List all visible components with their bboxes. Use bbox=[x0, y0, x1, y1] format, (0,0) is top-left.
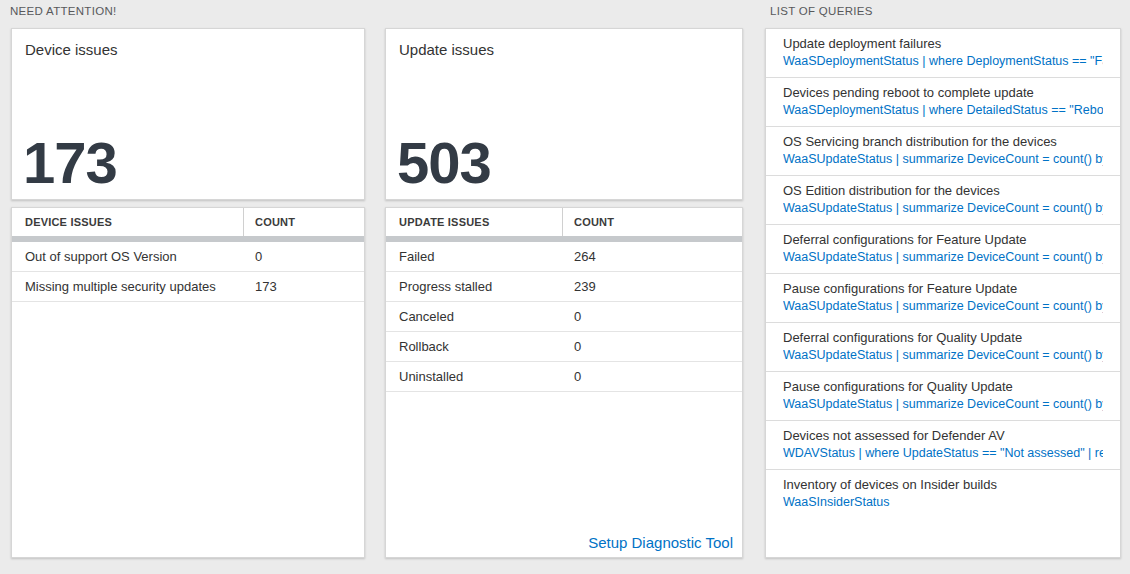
table-row[interactable]: Progress stalled 239 bbox=[386, 272, 742, 302]
issue-label: Rollback bbox=[386, 339, 563, 354]
query-title: Update deployment failures bbox=[783, 35, 1103, 53]
query-text: WaaSUpdateStatus | summarize DeviceCount… bbox=[783, 298, 1103, 315]
query-text: WaaSUpdateStatus | summarize DeviceCount… bbox=[783, 200, 1103, 217]
table-row[interactable]: Missing multiple security updates 173 bbox=[12, 272, 364, 302]
device-issues-column-header: DEVICE ISSUES bbox=[12, 208, 244, 236]
device-issues-table-header: DEVICE ISSUES COUNT bbox=[12, 208, 364, 236]
query-item[interactable]: Update deployment failures WaaSDeploymen… bbox=[766, 29, 1120, 78]
query-title: Pause configurations for Feature Update bbox=[783, 280, 1103, 298]
table-row[interactable]: Uninstalled 0 bbox=[386, 362, 742, 392]
query-text: WaaSUpdateStatus | summarize DeviceCount… bbox=[783, 347, 1103, 364]
update-issues-table-card: UPDATE ISSUES COUNT Failed 264 Progress … bbox=[385, 207, 743, 558]
query-item[interactable]: Devices not assessed for Defender AV WDA… bbox=[766, 421, 1120, 470]
query-title: Deferral configurations for Quality Upda… bbox=[783, 329, 1103, 347]
list-of-queries-heading: LIST OF QUERIES bbox=[770, 5, 873, 17]
issue-label: Missing multiple security updates bbox=[12, 279, 244, 294]
query-text: WaaSDeploymentStatus | where DetailedSta… bbox=[783, 102, 1103, 119]
update-issues-column-header: UPDATE ISSUES bbox=[386, 208, 563, 236]
issue-label: Canceled bbox=[386, 309, 563, 324]
query-title: Pause configurations for Quality Update bbox=[783, 378, 1103, 396]
issue-count: 173 bbox=[244, 279, 364, 294]
update-issues-card[interactable]: Update issues 503 bbox=[385, 28, 743, 200]
update-issues-table-header: UPDATE ISSUES COUNT bbox=[386, 208, 742, 236]
device-issues-card[interactable]: Device issues 173 bbox=[11, 28, 365, 200]
query-text: WaaSUpdateStatus | summarize DeviceCount… bbox=[783, 151, 1103, 168]
query-title: Inventory of devices on Insider builds bbox=[783, 476, 1103, 494]
query-item[interactable]: Devices pending reboot to complete updat… bbox=[766, 78, 1120, 127]
query-item[interactable]: OS Servicing branch distribution for the… bbox=[766, 127, 1120, 176]
device-issues-table-card: DEVICE ISSUES COUNT Out of support OS Ve… bbox=[11, 207, 365, 558]
query-item[interactable]: Pause configurations for Feature Update … bbox=[766, 274, 1120, 323]
query-title: Deferral configurations for Feature Upda… bbox=[783, 231, 1103, 249]
query-item[interactable]: Inventory of devices on Insider builds W… bbox=[766, 470, 1120, 518]
issue-count: 0 bbox=[563, 309, 742, 324]
query-text: WaaSUpdateStatus | summarize DeviceCount… bbox=[783, 396, 1103, 413]
query-list-panel: Update deployment failures WaaSDeploymen… bbox=[765, 28, 1121, 558]
issue-count: 0 bbox=[563, 369, 742, 384]
issue-label: Progress stalled bbox=[386, 279, 563, 294]
table-row[interactable]: Rollback 0 bbox=[386, 332, 742, 362]
query-title: Devices pending reboot to complete updat… bbox=[783, 84, 1103, 102]
query-text: WaaSDeploymentStatus | where DeploymentS… bbox=[783, 53, 1103, 70]
query-title: OS Servicing branch distribution for the… bbox=[783, 133, 1103, 151]
query-text: WaaSInsiderStatus bbox=[783, 494, 1103, 511]
query-item[interactable]: OS Edition distribution for the devices … bbox=[766, 176, 1120, 225]
query-title: OS Edition distribution for the devices bbox=[783, 182, 1103, 200]
setup-diagnostic-tool-link[interactable]: Setup Diagnostic Tool bbox=[588, 534, 733, 551]
device-issues-count: 173 bbox=[23, 131, 117, 195]
issue-count: 0 bbox=[244, 249, 364, 264]
table-row[interactable]: Out of support OS Version 0 bbox=[12, 242, 364, 272]
table-row[interactable]: Failed 264 bbox=[386, 242, 742, 272]
issue-label: Failed bbox=[386, 249, 563, 264]
query-item[interactable]: Pause configurations for Quality Update … bbox=[766, 372, 1120, 421]
query-item[interactable]: Deferral configurations for Feature Upda… bbox=[766, 225, 1120, 274]
query-item[interactable]: Deferral configurations for Quality Upda… bbox=[766, 323, 1120, 372]
query-text: WDAVStatus | where UpdateStatus == "Not … bbox=[783, 445, 1103, 462]
issue-label: Out of support OS Version bbox=[12, 249, 244, 264]
issue-count: 264 bbox=[563, 249, 742, 264]
query-text: WaaSUpdateStatus | summarize DeviceCount… bbox=[783, 249, 1103, 266]
issue-label: Uninstalled bbox=[386, 369, 563, 384]
update-compliance-dashboard: NEED ATTENTION! LIST OF QUERIES Device i… bbox=[0, 0, 1130, 574]
query-title: Devices not assessed for Defender AV bbox=[783, 427, 1103, 445]
update-issues-count: 503 bbox=[397, 131, 491, 195]
count-column-header: COUNT bbox=[563, 208, 742, 236]
table-row[interactable]: Canceled 0 bbox=[386, 302, 742, 332]
device-issues-title: Device issues bbox=[25, 41, 118, 58]
need-attention-heading: NEED ATTENTION! bbox=[10, 5, 117, 17]
update-issues-title: Update issues bbox=[399, 41, 494, 58]
issue-count: 0 bbox=[563, 339, 742, 354]
count-column-header: COUNT bbox=[244, 208, 364, 236]
issue-count: 239 bbox=[563, 279, 742, 294]
